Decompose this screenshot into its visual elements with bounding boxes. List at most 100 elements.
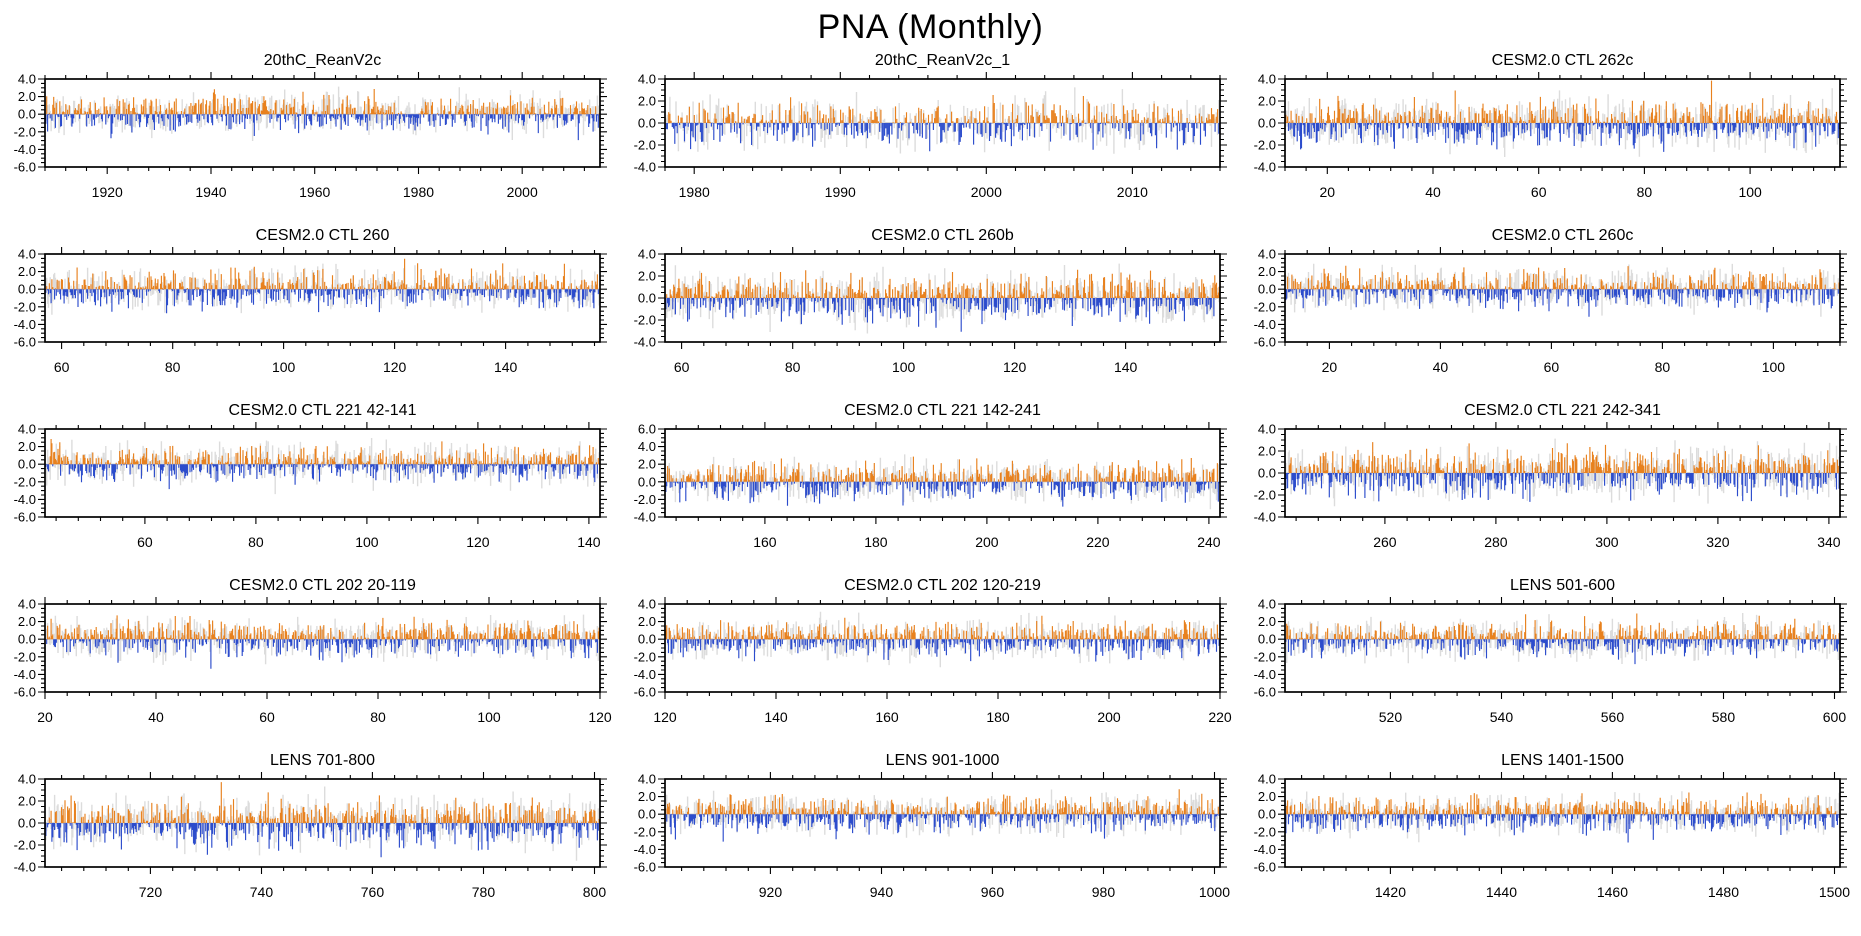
x-tick-label: 140	[494, 359, 518, 375]
y-tick-label: -4.0	[14, 492, 36, 507]
panel-title: CESM2.0 CTL 260	[255, 227, 390, 244]
panel-title: CESM2.0 CTL 260b	[871, 227, 1014, 244]
x-tick-label: 220	[1086, 534, 1110, 550]
y-tick-label: -2.0	[14, 474, 36, 489]
y-tick-label: 2.0	[18, 439, 36, 454]
panel-chart: 4.0 2.0 0.0 -2.0 -4.0 -6.0 120 140 160 180 200 220	[634, 597, 1232, 726]
y-tick-label: -4.0	[1254, 667, 1276, 682]
panel-chart: 4.0 2.0 0.0 -2.0 -4.0 1980 1990 2000 2010	[634, 72, 1227, 200]
chart-panel: CESM2.0 CTL 260 4.0 2.0 0.0 -2.0 -4.0 -6.0 60 80…	[0, 225, 620, 400]
axes	[1278, 422, 1847, 524]
y-tick-label: 2.0	[18, 614, 36, 629]
x-tick-label: 100	[892, 359, 916, 375]
y-tick-label: -4.0	[14, 317, 36, 332]
x-tick-label: 260	[1373, 534, 1397, 550]
negative-bars	[45, 823, 601, 858]
plot-frame	[664, 778, 1221, 868]
panel-title: CESM2.0 CTL 221 142-241	[844, 402, 1041, 419]
x-tick-label: 100	[355, 534, 379, 550]
panel-title: CESM2.0 CTL 221 242-341	[1464, 402, 1661, 419]
y-tick-label: 2.0	[638, 614, 656, 629]
panel-chart: 6.0 4.0 2.0 0.0 -2.0 -4.0 160 180 200 220 240	[634, 422, 1227, 550]
x-tick-label: 1940	[195, 184, 226, 200]
x-tick-label: 140	[764, 709, 788, 725]
x-tick-label: 120	[653, 709, 677, 725]
x-tick-label: 180	[986, 709, 1010, 725]
panel-title: 20thC_ReanV2c_1	[874, 52, 1011, 69]
x-tick-label: 520	[1379, 709, 1403, 725]
y-tick-label: -6.0	[14, 685, 36, 700]
x-tick-label: 720	[139, 884, 163, 900]
x-tick-label: 40	[1425, 184, 1441, 200]
x-tick-label: 540	[1490, 709, 1514, 725]
chart-panel: LENS 1401-1500 4.0 2.0 0.0 -2.0 -4.0 -6.0 1420 1…	[1240, 750, 1860, 925]
y-tick-label: -2.0	[14, 649, 36, 664]
axes	[658, 422, 1227, 524]
x-tick-label: 280	[1484, 534, 1508, 550]
plot-frame	[44, 253, 601, 343]
y-tick-label: 4.0	[638, 72, 656, 87]
x-tick-label: 60	[259, 709, 275, 725]
axes	[658, 597, 1227, 699]
x-tick-label: 1980	[403, 184, 434, 200]
x-tick-label: 740	[250, 884, 274, 900]
positive-bars	[1288, 442, 1839, 473]
x-tick-label: 140	[577, 534, 601, 550]
x-tick-label: 100	[1738, 184, 1762, 200]
axes	[38, 597, 607, 699]
y-tick-label: -2.0	[1254, 299, 1276, 314]
y-tick-label: -4.0	[1254, 317, 1276, 332]
main-title: PNA (Monthly)	[817, 8, 1044, 46]
negative-bars	[1285, 289, 1841, 317]
y-tick-label: 0.0	[18, 632, 36, 647]
negative-bars	[665, 123, 1221, 152]
negative-bars	[667, 639, 1220, 662]
x-tick-label: 1440	[1486, 884, 1517, 900]
axes	[658, 247, 1227, 349]
plot-frame	[1284, 428, 1841, 518]
y-tick-label: 2.0	[18, 264, 36, 279]
chart-panel: CESM2.0 CTL 202 120-219 4.0 2.0 0.0 -2.0 -4.0…	[620, 575, 1240, 750]
panel-chart: 4.0 2.0 0.0 -2.0 -4.0 -6.0 1920 1940 1960 1980 200…	[14, 72, 607, 200]
axes	[1278, 597, 1847, 699]
y-tick-label: 4.0	[18, 72, 36, 87]
y-tick-label: -4.0	[14, 860, 36, 875]
y-tick-label: -4.0	[634, 160, 656, 175]
x-tick-label: 1420	[1375, 884, 1406, 900]
plot-frame	[664, 603, 1221, 693]
x-tick-label: 180	[864, 534, 888, 550]
y-tick-label: -6.0	[1254, 335, 1276, 350]
y-tick-label: -4.0	[1254, 160, 1276, 175]
y-tick-label: -4.0	[14, 142, 36, 157]
y-tick-label: -2.0	[1254, 824, 1276, 839]
chart-panel: CESM2.0 CTL 202 20-119 4.0 2.0 0.0 -2.0 -4.0 -…	[0, 575, 620, 750]
chart-panel: CESM2.0 CTL 221 42-141 4.0 2.0 0.0 -2.0 -4.0 -…	[0, 400, 620, 575]
panel-grid: 20thC_ReanV2c 4.0 2.0 0.0 -2.0 -4.0 -6.0 1920 19…	[0, 50, 1861, 925]
axes	[38, 772, 607, 874]
y-tick-label: 4.0	[638, 597, 656, 612]
y-tick-label: -4.0	[1254, 510, 1276, 525]
x-tick-label: 20	[37, 709, 53, 725]
x-tick-label: 40	[1433, 359, 1449, 375]
plot-frame	[1284, 78, 1841, 168]
x-tick-label: 160	[875, 709, 899, 725]
axes	[38, 72, 607, 174]
y-tick-label: 6.0	[638, 422, 656, 437]
panel-title: CESM2.0 CTL 262c	[1491, 52, 1634, 69]
x-tick-label: 100	[1762, 359, 1786, 375]
x-tick-label: 80	[248, 534, 264, 550]
x-tick-label: 160	[753, 534, 777, 550]
x-tick-label: 80	[370, 709, 386, 725]
y-tick-label: 0.0	[638, 807, 656, 822]
x-tick-label: 60	[137, 534, 153, 550]
plot-frame	[44, 78, 601, 168]
y-tick-label: -6.0	[1254, 860, 1276, 875]
y-tick-label: 0.0	[18, 816, 36, 831]
x-tick-label: 120	[588, 709, 612, 725]
x-tick-label: 80	[165, 359, 181, 375]
x-tick-label: 760	[361, 884, 385, 900]
panel-chart: 4.0 2.0 0.0 -2.0 -4.0 -6.0 60 80 100 120 140	[14, 247, 607, 375]
y-tick-label: 0.0	[1258, 282, 1276, 297]
panel-chart: 4.0 2.0 0.0 -2.0 -4.0 -6.0 20 40 60 80 100	[1254, 247, 1847, 375]
y-tick-label: 2.0	[1258, 94, 1276, 109]
